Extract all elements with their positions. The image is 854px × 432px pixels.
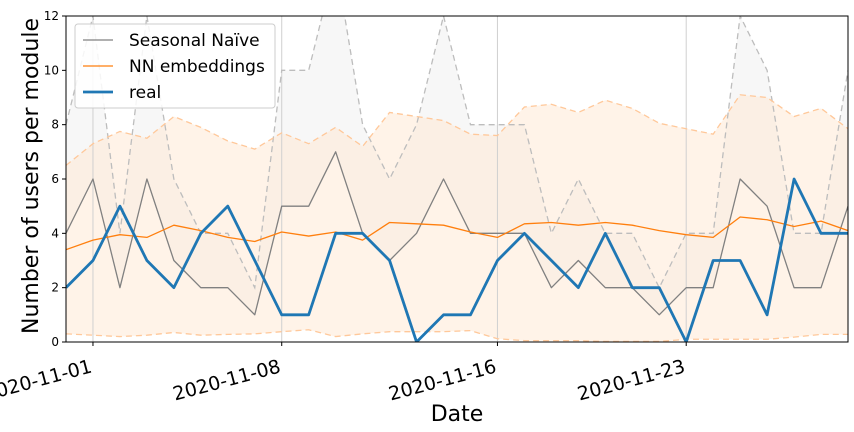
legend-entry: real	[129, 83, 161, 103]
x-tick-label: 2020-11-16	[386, 356, 498, 406]
y-tick-label: 10	[44, 63, 59, 77]
legend-entry: Seasonal Naïve	[129, 31, 260, 51]
series-line-0	[66, 151, 848, 316]
upper-bound-line-0	[66, 16, 848, 290]
series-line-2	[66, 177, 848, 342]
x-tick-label: 2020-11-23	[575, 356, 687, 406]
x-tick-label: 2020-11-01	[0, 356, 94, 406]
x-axis-label: Date	[431, 402, 484, 427]
interval-bound-lines	[66, 16, 848, 342]
y-tick-label: 2	[51, 281, 59, 295]
upper-bound-line-1	[66, 94, 848, 166]
lower-bound-line-1	[66, 329, 848, 342]
y-tick-label: 4	[51, 226, 59, 240]
y-tick-label: 6	[51, 172, 59, 186]
y-axis-ticks: 0 2 4 6 8 10 12	[44, 9, 66, 349]
x-tick-label: 2020-11-08	[171, 356, 283, 406]
y-tick-label: 0	[51, 335, 59, 349]
y-axis-label: Number of users per module	[19, 18, 44, 334]
y-tick-label: 8	[51, 118, 59, 132]
legend-box	[74, 23, 276, 109]
series-lines	[66, 151, 848, 342]
y-tick-label: 12	[44, 9, 59, 23]
legend-entry: NN embeddings	[129, 57, 265, 77]
x-axis-ticks: 2020-11-01 2020-11-08 2020-11-16 2020-11-23	[0, 342, 688, 405]
legend: Seasonal Naïve NN embeddings real	[74, 23, 276, 109]
prediction-intervals	[66, 16, 848, 342]
interval-band-1	[66, 94, 848, 342]
series-line-1	[66, 216, 848, 251]
